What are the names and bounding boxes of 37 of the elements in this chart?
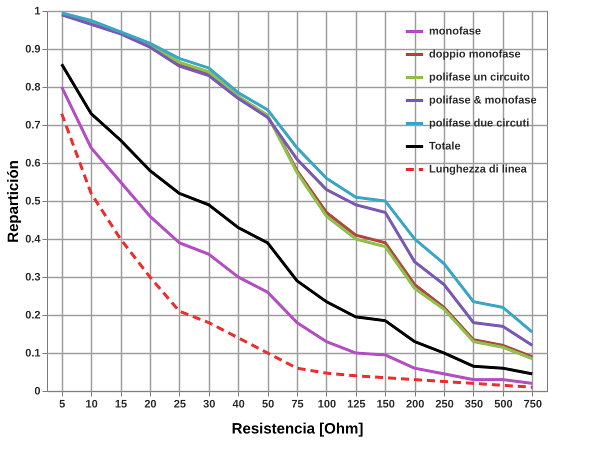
legend-label: doppio monofase xyxy=(429,48,521,60)
x-tick-label: 15 xyxy=(114,398,128,410)
x-tick-label: 100 xyxy=(318,398,336,410)
legend-label: polifase due circuti xyxy=(429,118,530,130)
x-tick-label: 125 xyxy=(347,398,366,410)
y-tick-label: 0.8 xyxy=(25,82,40,94)
x-tick-label: 250 xyxy=(435,398,454,410)
x-tick-label: 25 xyxy=(174,398,186,410)
x-tick-label: 350 xyxy=(464,398,484,410)
y-tick-label: 0 xyxy=(34,386,40,398)
y-tick-label: 1 xyxy=(34,6,40,18)
y-tick-label: 0.9 xyxy=(25,44,40,56)
y-tick-label: 0.5 xyxy=(25,196,40,208)
x-tick-label: 500 xyxy=(494,398,513,410)
y-tick-label: 0.3 xyxy=(25,272,40,284)
legend-label: Lunghezza di linea xyxy=(429,164,528,176)
x-tick-label: 150 xyxy=(376,398,395,410)
x-tick-label: 40 xyxy=(232,398,245,410)
legend-label: polifase un circuito xyxy=(429,72,530,84)
y-tick-label: 0.4 xyxy=(25,234,42,246)
y-tick-label: 0.2 xyxy=(25,310,40,322)
x-tick-label: 30 xyxy=(203,398,216,410)
x-tick-label: 750 xyxy=(524,398,542,410)
y-tick-label: 0.6 xyxy=(25,158,40,170)
x-tick-label: 50 xyxy=(262,398,274,410)
y-tick-label: 0.1 xyxy=(25,348,40,360)
legend-label: monofase xyxy=(429,26,481,38)
x-tick-label: 200 xyxy=(406,398,424,410)
x-tick-label: 10 xyxy=(85,398,98,410)
x-axis-title: Resistencia [Ohm] xyxy=(232,420,364,438)
x-tick-label: 75 xyxy=(291,398,304,410)
y-tick-label: 0.7 xyxy=(25,120,40,132)
y-axis-title: Repartición xyxy=(5,160,22,243)
legend-label: Totale xyxy=(429,140,461,152)
x-tick-label: 5 xyxy=(59,398,66,410)
legend-label: polifase & monofase xyxy=(429,94,537,106)
x-tick-label: 20 xyxy=(144,398,157,410)
